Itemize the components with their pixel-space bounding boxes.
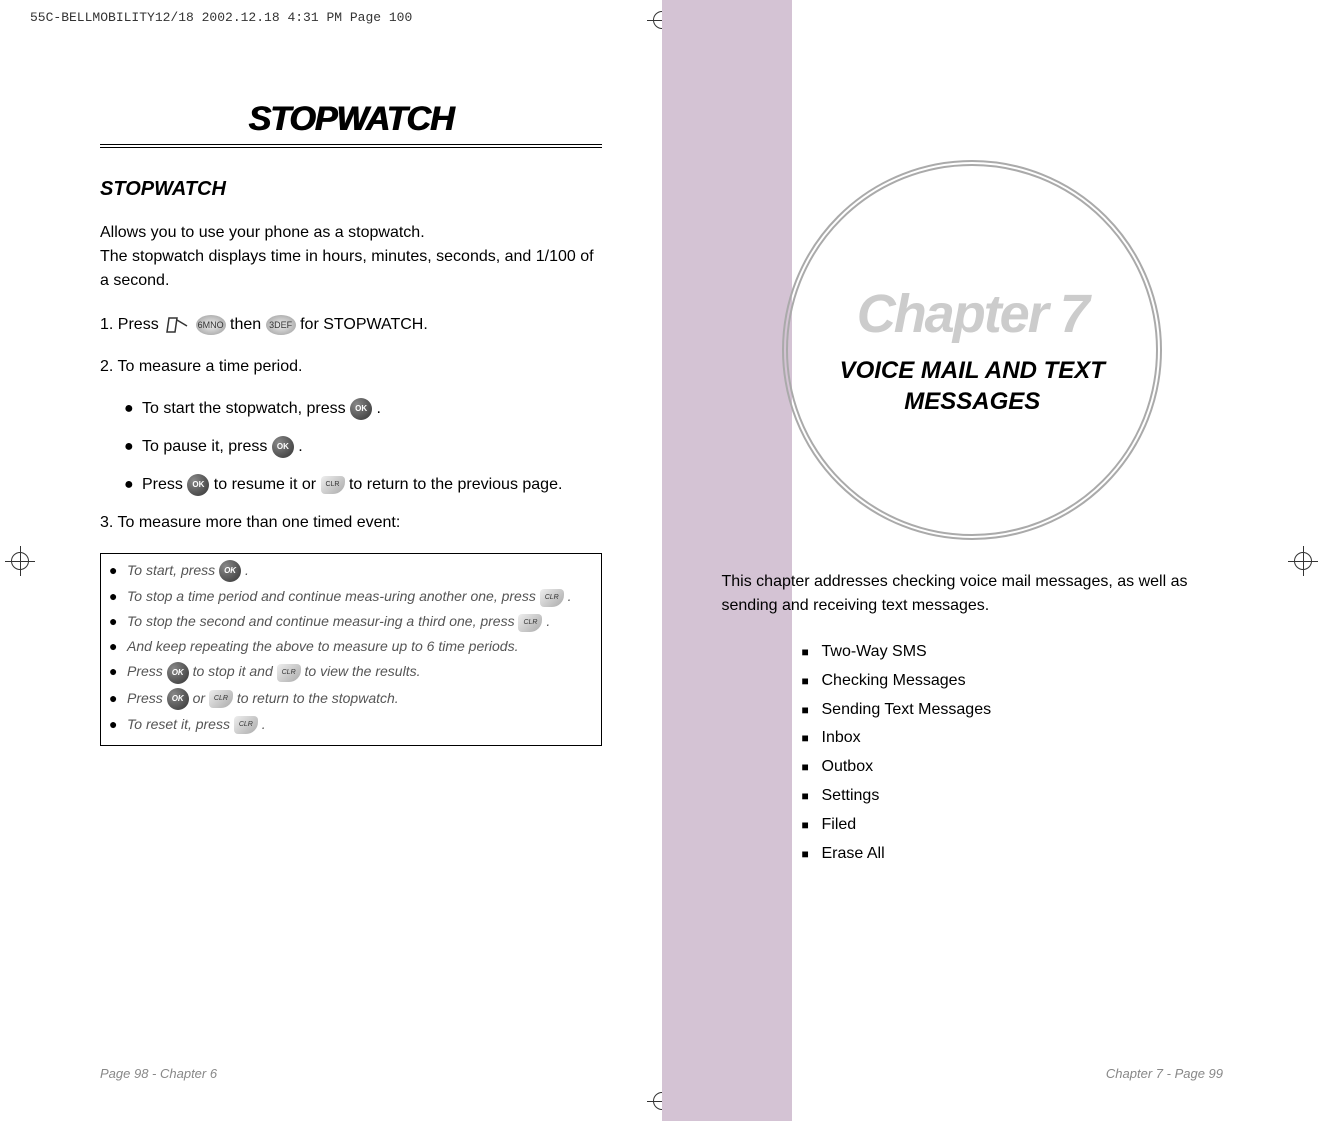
step2-b3-a: Press [142, 476, 187, 493]
box-bullet-7: To reset it, press CLR . [109, 714, 593, 735]
step-3: 3. To measure more than one timed event: [100, 511, 602, 535]
toc-item: Inbox [802, 724, 1224, 753]
step2-bullet-3: Press OK to resume it or CLR to return t… [118, 473, 602, 497]
box-b6-a: Press [127, 690, 167, 706]
toc-item: Filed [802, 811, 1224, 840]
ok-button-icon: OK [167, 662, 189, 684]
box-b7-b: . [262, 716, 266, 732]
step1-text-a: 1. Press [100, 316, 163, 333]
ok-button-icon: OK [187, 474, 209, 496]
box-b2-b: . [568, 588, 572, 604]
chapter-number-label: Chapter 7 [857, 283, 1088, 345]
clr-button-icon: CLR [209, 690, 233, 708]
step2-bullet-2: To pause it, press OK . [118, 435, 602, 459]
box-b1-a: To start, press [127, 562, 219, 578]
box-b3-a: To stop the second and continue measur-i… [127, 613, 518, 629]
page-footer-right: Chapter 7 - Page 99 [1106, 1066, 1223, 1081]
step2-b1-a: To start the stopwatch, press [142, 400, 350, 417]
box-b5-c: to view the results. [305, 663, 421, 679]
box-b2-a: To stop a time period and continue meas-… [127, 588, 540, 604]
ok-button-icon: OK [350, 398, 372, 420]
box-b6-c: to return to the stopwatch. [237, 690, 399, 706]
chapter-title: VOICE MAIL AND TEXT MESSAGES [818, 355, 1126, 417]
step2-b3-c: to return to the previous page. [349, 476, 562, 493]
toc-item: Erase All [802, 840, 1224, 869]
box-b3-b: . [546, 613, 550, 629]
clr-button-icon: CLR [321, 476, 345, 494]
box-bullet-6: Press OK or CLR to return to the stopwat… [109, 688, 593, 710]
step1-text-c: for STOPWATCH. [300, 316, 428, 333]
ok-button-icon: OK [219, 560, 241, 582]
toc-item: Sending Text Messages [802, 696, 1224, 725]
box-bullet-5: Press OK to stop it and CLR to view the … [109, 661, 593, 683]
step2-b2-b: . [298, 438, 302, 455]
chapter-intro: This chapter addresses checking voice ma… [722, 570, 1224, 618]
ok-button-icon: OK [167, 688, 189, 710]
clr-button-icon: CLR [518, 614, 542, 632]
box-b5-b: to stop it and [193, 663, 277, 679]
step2-bullet-1: To start the stopwatch, press OK . [118, 397, 602, 421]
step2-b3-b: to resume it or [214, 476, 321, 493]
left-page: STOPWATCH STOPWATCH Allows you to use yo… [0, 0, 662, 1121]
box-bullet-2: To stop a time period and continue meas-… [109, 586, 593, 607]
step1-text-b: then [230, 316, 266, 333]
clr-button-icon: CLR [540, 589, 564, 607]
clr-button-icon: CLR [277, 664, 301, 682]
step-1: 1. Press 6MNO then 3DEF for STOPWATCH. [100, 313, 602, 337]
button-3-icon: 3DEF [266, 315, 296, 335]
toc-item: Settings [802, 782, 1224, 811]
box-bullet-1: To start, press OK . [109, 560, 593, 582]
toc-item: Checking Messages [802, 667, 1224, 696]
box-b1-b: . [245, 562, 249, 578]
toc-item: Outbox [802, 753, 1224, 782]
section-title: STOPWATCH [100, 178, 602, 201]
step2-b2-a: To pause it, press [142, 438, 272, 455]
box-b6-b: or [193, 690, 209, 706]
instruction-box: To start, press OK . To stop a time peri… [100, 553, 602, 746]
page-big-title: STOPWATCH [100, 100, 602, 148]
step-2: 2. To measure a time period. [100, 355, 602, 379]
toc-item: Two-Way SMS [802, 638, 1224, 667]
right-page: Chapter 7 VOICE MAIL AND TEXT MESSAGES T… [662, 0, 1323, 1121]
clr-button-icon: CLR [234, 716, 258, 734]
ok-button-icon: OK [272, 436, 294, 458]
step2-b1-b: . [377, 400, 381, 417]
intro-text: Allows you to use your phone as a stopwa… [100, 221, 602, 293]
chapter-circle: Chapter 7 VOICE MAIL AND TEXT MESSAGES [782, 160, 1162, 540]
page-footer-left: Page 98 - Chapter 6 [100, 1066, 217, 1081]
box-b5-a: Press [127, 663, 167, 679]
button-6-icon: 6MNO [196, 315, 226, 335]
toc-list: Two-Way SMS Checking Messages Sending Te… [722, 638, 1224, 868]
phone-icon [163, 316, 191, 334]
box-bullet-4: And keep repeating the above to measure … [109, 636, 593, 657]
box-bullet-3: To stop the second and continue measur-i… [109, 611, 593, 632]
box-b7-a: To reset it, press [127, 716, 234, 732]
